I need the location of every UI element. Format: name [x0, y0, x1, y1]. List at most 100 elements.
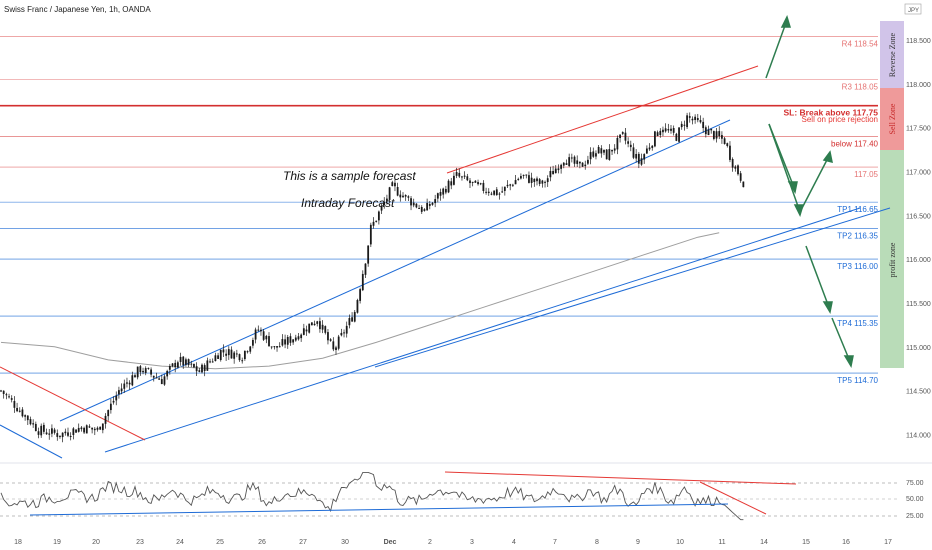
- candle: [528, 171, 530, 184]
- time-tick-label: 3: [470, 539, 474, 546]
- candle: [608, 144, 611, 161]
- candle: [412, 198, 415, 208]
- candle: [498, 192, 501, 200]
- time-tick-label: 18: [14, 539, 22, 546]
- candle: [645, 145, 648, 154]
- time-tick-label: 27: [299, 539, 307, 546]
- candle: [29, 416, 32, 426]
- reverse-zone-label: Reverse Zone: [888, 32, 897, 77]
- candle: [410, 195, 412, 211]
- candle: [67, 427, 69, 438]
- price-tick-label: 115.000: [906, 345, 931, 352]
- candle: [380, 203, 383, 215]
- rsi-tick-75: 75.00: [906, 480, 924, 487]
- candle: [32, 419, 35, 428]
- candle: [335, 345, 337, 355]
- candle: [565, 159, 568, 165]
- candle: [203, 363, 206, 377]
- candle: [463, 171, 466, 179]
- candle: [678, 126, 680, 143]
- candle: [182, 356, 185, 369]
- candle: [651, 145, 654, 151]
- candle: [386, 194, 388, 205]
- candle: [96, 426, 99, 432]
- candle: [104, 413, 107, 429]
- candle: [595, 150, 597, 160]
- candle: [321, 320, 324, 334]
- candle: [533, 178, 536, 187]
- price-axis[interactable]: 118.500 118.000 117.500 117.000 116.500 116.0…: [906, 38, 931, 440]
- candle: [530, 172, 533, 188]
- candle: [120, 383, 123, 395]
- rsi-tick-25: 25.00: [906, 513, 924, 520]
- candle: [485, 187, 487, 195]
- candle: [150, 367, 152, 378]
- candle: [458, 168, 461, 179]
- candle: [34, 421, 37, 432]
- candle: [694, 114, 697, 124]
- candle: [662, 126, 664, 137]
- candle: [26, 415, 29, 425]
- candle: [734, 165, 737, 172]
- candle: [670, 125, 672, 134]
- level-label-5: 117.05: [854, 170, 878, 179]
- symbol-badge[interactable]: JPY: [908, 8, 919, 14]
- candle: [241, 357, 244, 364]
- candle: [487, 188, 490, 196]
- candle: [447, 179, 450, 194]
- candle: [691, 116, 694, 125]
- candle: [134, 373, 136, 378]
- candle: [629, 140, 632, 152]
- candle: [211, 358, 214, 363]
- candle: [313, 320, 316, 326]
- candle: [479, 182, 482, 186]
- level-label-9: TP4 115.35: [837, 319, 878, 328]
- candle: [268, 332, 270, 347]
- candle: [59, 435, 61, 439]
- time-tick-label: 16: [842, 539, 850, 546]
- candle: [249, 345, 252, 354]
- candle: [302, 323, 305, 336]
- candle: [718, 126, 721, 140]
- time-axis[interactable]: 18 19 20 23 24 25 26 27 30 Dec 2 3 4 7 8 9 10 11 14 15 16 17: [14, 539, 892, 546]
- candle: [712, 130, 715, 141]
- candle: [680, 121, 683, 130]
- time-tick-label: 14: [760, 539, 768, 546]
- candle: [538, 177, 541, 187]
- candle: [490, 191, 493, 196]
- candle: [592, 147, 595, 158]
- rsi-pane: 75.00 50.00 25.00: [0, 471, 924, 521]
- candles-layer: [0, 112, 745, 443]
- lower-channel-line: [59, 119, 731, 422]
- candle: [501, 186, 504, 193]
- candle: [667, 123, 670, 133]
- profit-zone-box: [880, 150, 904, 368]
- arrow-path-up-1-head: [822, 150, 833, 164]
- candle: [704, 125, 707, 138]
- candle: [262, 329, 265, 341]
- candle: [185, 357, 187, 367]
- candle: [469, 177, 471, 189]
- symbol-badge-box[interactable]: [904, 3, 922, 15]
- candle: [69, 432, 72, 441]
- rsi-line: [0, 471, 744, 521]
- candle: [75, 429, 77, 433]
- candle: [434, 194, 437, 208]
- candle: [552, 165, 554, 175]
- candle: [699, 115, 702, 124]
- candle: [450, 177, 453, 190]
- candle: [471, 181, 474, 187]
- candle: [193, 363, 195, 369]
- candle: [624, 128, 627, 145]
- candle: [187, 358, 190, 368]
- candle: [343, 329, 345, 338]
- candle: [252, 337, 254, 349]
- profit-zone-label: profit zone: [888, 242, 897, 277]
- candle: [222, 344, 225, 358]
- candle: [619, 134, 621, 143]
- candle: [91, 427, 94, 434]
- early-resistance-line: [0, 366, 146, 441]
- early-support-line: [0, 424, 63, 459]
